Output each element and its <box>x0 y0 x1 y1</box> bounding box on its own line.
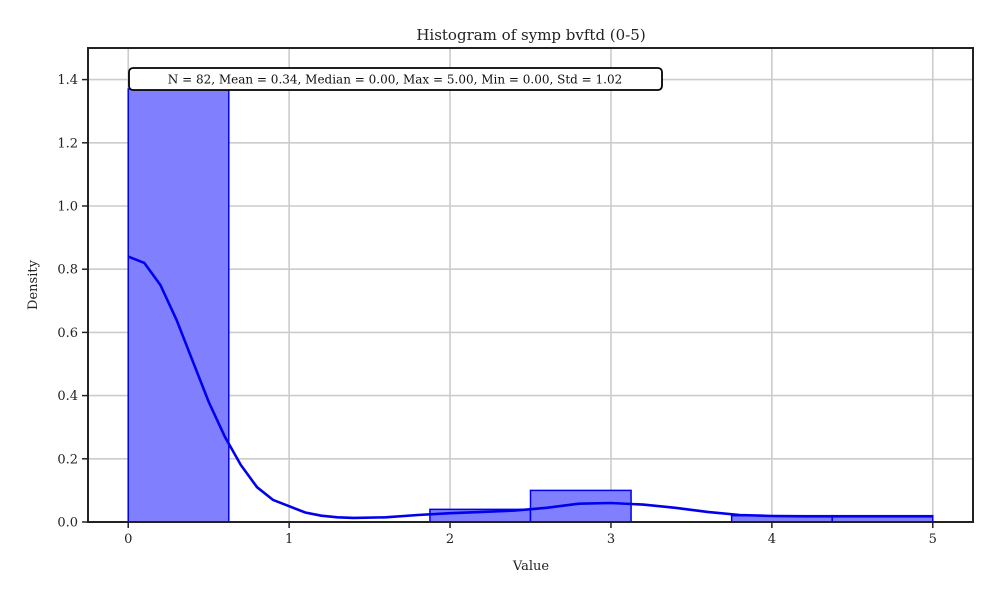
y-axis-label: Density <box>26 259 41 310</box>
stats-box-border <box>128 67 663 91</box>
chart-title: Histogram of symp bvftd (0-5) <box>416 26 645 44</box>
x-axis-ticks: 0 1 2 3 4 5 <box>124 522 937 547</box>
x-tick-label-3: 3 <box>607 532 615 547</box>
plot-frame <box>87 47 974 523</box>
histogram-bars <box>127 88 934 523</box>
y-tick-label-7: 1.4 <box>57 73 78 88</box>
y-tick-label-4: 0.8 <box>57 263 78 278</box>
histogram-bar-0 <box>127 88 230 523</box>
x-tick-label-5: 5 <box>929 532 937 547</box>
stats-annotation: N = 82, Mean = 0.34, Median = 0.00, Max … <box>168 73 622 87</box>
histogram-bar-4 <box>529 489 632 523</box>
y-tick-label-1: 0.2 <box>57 452 78 467</box>
x-tick-label-2: 2 <box>446 532 454 547</box>
y-tick-label-2: 0.4 <box>57 389 78 404</box>
y-axis-ticks: 0.0 0.2 0.4 0.6 0.8 1.0 1.2 1.4 <box>57 73 88 531</box>
x-tick-label-0: 0 <box>124 532 132 547</box>
y-tick-label-0: 0.0 <box>57 516 78 531</box>
y-tick-label-3: 0.6 <box>57 326 78 341</box>
x-axis-label: Value <box>512 559 549 574</box>
x-tick-label-1: 1 <box>285 532 293 547</box>
kde-curve <box>127 255 933 520</box>
x-tick-label-4: 4 <box>768 532 776 547</box>
y-tick-label-6: 1.2 <box>57 136 78 151</box>
y-tick-label-5: 1.0 <box>57 200 78 215</box>
stats-box: N = 82, Mean = 0.34, Median = 0.00, Max … <box>128 67 663 91</box>
